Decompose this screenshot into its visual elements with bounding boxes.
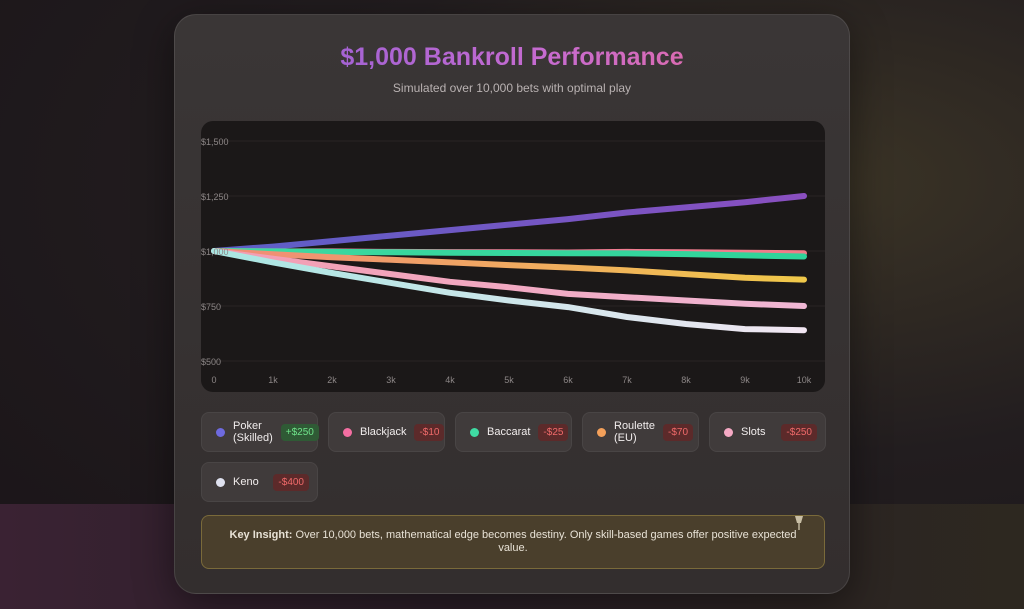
x-tick-label: 8k xyxy=(681,375,691,385)
y-tick-label: $1,250 xyxy=(201,192,229,202)
chart-svg: $500 $750 $1,000 $1,250 $1,500 0 1k 2k 3k 4k 5k 6k 7… xyxy=(201,137,825,385)
legend-dot-icon xyxy=(470,427,479,437)
line-chart: $500 $750 $1,000 $1,250 $1,500 0 1k 2k 3k 4k 5k 6k 7… xyxy=(201,121,825,392)
x-tick-label: 10k xyxy=(797,375,812,385)
x-tick-label: 5k xyxy=(504,375,514,385)
legend-dot-icon xyxy=(216,477,225,487)
legend-change-badge: -$400 xyxy=(273,473,309,491)
legend-label: Keno xyxy=(233,476,259,488)
x-tick-label: 6k xyxy=(563,375,573,385)
legend-dot-icon xyxy=(724,427,733,437)
key-insight-panel: Key Insight: Over 10,000 bets, mathemati… xyxy=(201,515,825,569)
insight-label: Key Insight: xyxy=(229,529,293,541)
legend-item-poker-skilled[interactable]: Poker (Skilled) +$250 xyxy=(201,412,319,452)
page-title: $1,000 Bankroll Performance xyxy=(175,43,849,72)
y-tick-label: $750 xyxy=(201,302,221,312)
y-tick-label: $500 xyxy=(201,357,221,367)
legend-change-badge: -$25 xyxy=(538,423,569,441)
legend-label: Baccarat xyxy=(487,426,531,438)
series-line-keno xyxy=(211,248,807,334)
page-subtitle: Simulated over 10,000 bets with optimal … xyxy=(392,81,632,95)
x-tick-label: 4k xyxy=(445,375,455,385)
performance-card: $1,000 Bankroll Performance Simulated ov… xyxy=(174,14,850,594)
legend-change-badge: -$10 xyxy=(414,423,445,441)
series-line-baccarat xyxy=(211,248,807,260)
series-line-roulette-eu xyxy=(211,248,807,283)
y-tick-label: $1,500 xyxy=(201,137,229,147)
legend-dot-icon xyxy=(216,427,225,437)
x-tick-label: 7k xyxy=(622,375,632,385)
legend-label: Poker (Skilled) xyxy=(233,420,273,444)
legend-item-keno[interactable]: Keno -$400 xyxy=(201,462,318,502)
x-tick-label: 2k xyxy=(327,375,337,385)
pin-icon xyxy=(795,516,803,530)
x-tick-label: 9k xyxy=(740,375,750,385)
legend-dot-icon xyxy=(343,427,352,437)
insight-text: Over 10,000 bets, mathematical edge beco… xyxy=(295,529,797,554)
legend-dot-icon xyxy=(597,427,606,437)
y-tick-label: $1,000 xyxy=(201,247,229,257)
legend-item-blackjack[interactable]: Blackjack -$10 xyxy=(328,412,445,452)
legend-change-badge: -$250 xyxy=(781,423,817,441)
legend-change-badge: -$70 xyxy=(662,423,693,441)
legend-change-badge: +$250 xyxy=(280,423,319,441)
chart-legend: Poker (Skilled) +$250 Blackjack -$10 Baccarat… xyxy=(201,412,831,502)
legend-label: Blackjack xyxy=(360,426,407,438)
legend-label: Slots xyxy=(741,426,766,438)
x-tick-label: 0 xyxy=(211,375,216,385)
series-line-poker-skilled xyxy=(211,193,807,254)
x-tick-label: 1k xyxy=(268,375,278,385)
legend-label: Roulette (EU) xyxy=(614,420,655,444)
x-tick-label: 3k xyxy=(386,375,396,385)
legend-item-baccarat[interactable]: Baccarat -$25 xyxy=(455,412,572,452)
series-line-slots xyxy=(211,248,807,309)
legend-item-roulette-eu[interactable]: Roulette (EU) -$70 xyxy=(582,412,699,452)
legend-item-slots[interactable]: Slots -$250 xyxy=(709,412,826,452)
